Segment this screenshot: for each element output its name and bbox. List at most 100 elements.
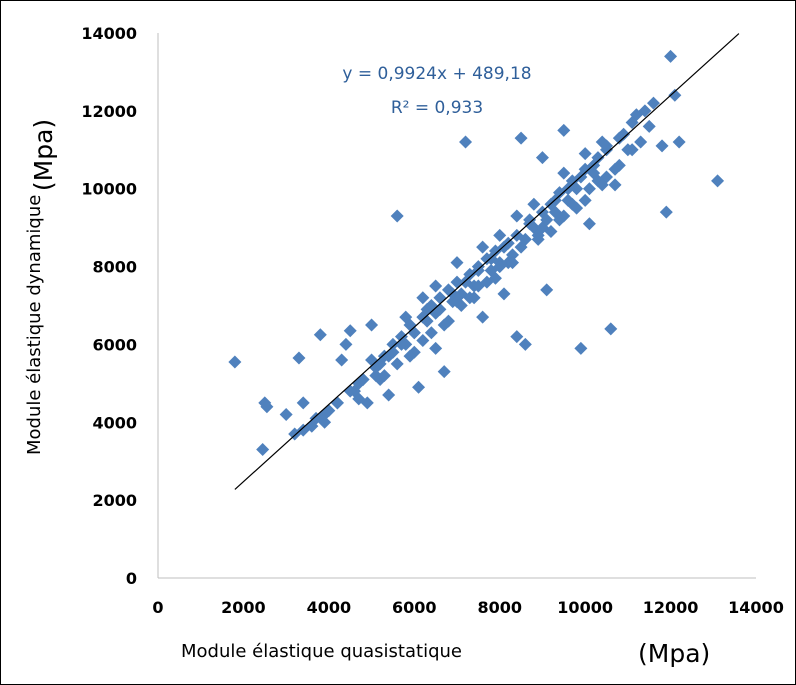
data-point [296,396,310,410]
data-point [634,135,648,149]
data-point [664,49,678,63]
data-point [476,240,490,254]
data-point [454,299,468,312]
data-point [416,291,430,305]
x-tick-label: 4000 [307,598,352,617]
data-point [655,139,669,153]
data-point [459,275,473,289]
data-point [437,318,451,332]
x-axis-title: Module élastique quasistatique [181,641,462,662]
data-point [377,369,391,383]
data-point [484,252,498,266]
data-point [711,174,725,188]
data-point [578,193,592,207]
data-point [625,116,639,130]
data-point [557,123,571,137]
x-tick-label: 2000 [221,598,266,617]
data-point [471,263,485,277]
data-point [459,135,473,149]
y-tick-label: 0 [126,569,137,588]
y-tick-labels: 0 2000 4000 6000 8000 10000 12000 14000 [81,24,137,588]
data-point [531,232,545,246]
data-point [488,271,502,285]
y-tick-label: 12000 [81,102,137,121]
data-point [582,217,596,231]
data-point [574,341,588,355]
data-point [365,318,379,332]
data-point [228,355,242,369]
data-point [467,291,481,305]
data-point [514,131,528,145]
data-point [429,279,443,293]
data-point [382,388,396,402]
data-point [570,201,584,215]
data-point [642,119,656,133]
y-tick-label: 4000 [92,413,137,432]
data-point [386,337,400,351]
data-point [540,283,554,297]
data-point [557,166,571,180]
data-point [476,310,490,324]
x-tick-label: 14000 [728,598,784,617]
data-point [292,351,306,365]
data-point [510,330,524,344]
data-point [638,104,652,118]
y-tick-label: 8000 [92,258,137,277]
x-tick-label: 12000 [643,598,699,617]
data-point [672,135,686,149]
data-point [668,88,682,102]
x-tick-label: 8000 [477,598,522,617]
data-point [625,143,639,157]
data-point [412,380,426,394]
x-tick-label: 6000 [392,598,437,617]
data-point [352,392,366,406]
x-tick-label: 10000 [557,598,613,617]
data-point [527,197,541,211]
data-point [518,337,532,351]
data-point [506,256,520,270]
data-point [659,205,673,219]
data-point [429,341,443,355]
data-point [416,334,430,348]
data-point [604,322,618,336]
y-tick-label: 2000 [92,491,137,510]
data-point [313,328,327,342]
data-point [403,349,417,363]
data-point [578,147,592,161]
data-point [608,178,622,192]
data-point [540,213,554,227]
data-point [339,337,353,351]
data-point [424,326,438,340]
data-point [617,127,631,141]
y-tick-label: 10000 [81,180,137,199]
data-point [535,151,549,165]
trendline-r-squared: R² = 0,933 [391,98,483,118]
data-point [646,96,660,110]
data-point [600,139,613,153]
y-tick-label: 14000 [81,24,137,43]
data-point [570,182,584,196]
data-point [399,310,413,324]
trendline [234,33,740,490]
data-point [518,232,532,246]
x-tick-label: 0 [152,598,163,617]
data-point [335,353,349,367]
x-tick-labels: 0 2000 4000 6000 8000 10000 12000 14000 [152,598,783,617]
trendline-equation: y = 0,9924x + 489,18 [342,64,531,84]
data-point [497,287,511,301]
data-point [437,365,451,379]
data-point [450,256,464,270]
data-point [544,225,558,239]
data-point [343,324,357,338]
y-tick-label: 6000 [92,335,137,354]
y-axis-unit: (Mpa) [29,119,58,191]
data-point [256,443,270,457]
data-point [390,357,404,371]
data-point [608,162,622,176]
data-point [260,400,274,414]
y-axis-title: Module élastique dynamique [24,195,45,455]
data-point [318,415,332,429]
data-point [279,408,293,421]
